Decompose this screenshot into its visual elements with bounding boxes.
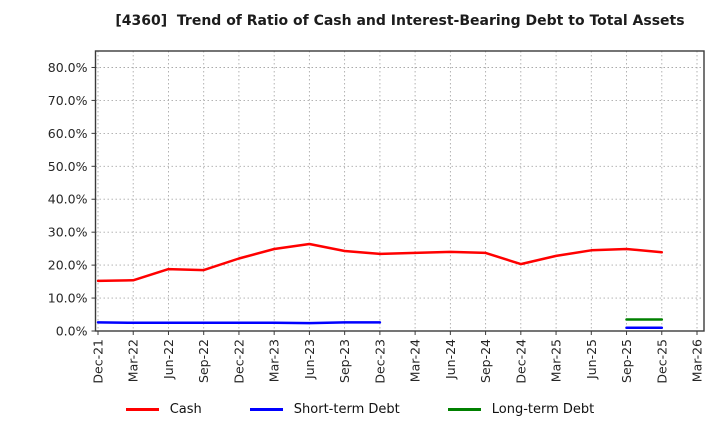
- x-tick-label: Dec-24: [513, 339, 528, 384]
- axis-ticks: [91, 66, 698, 335]
- x-tick-label: Mar-23: [267, 339, 282, 382]
- gridlines: [95, 51, 704, 331]
- series-line-cash: [96, 242, 664, 283]
- x-tick-label: Jun-24: [443, 339, 458, 380]
- x-tick-label: Jun-25: [584, 339, 599, 380]
- y-tick-label: 40.0%: [48, 192, 88, 207]
- y-tick-label: 60.0%: [48, 126, 88, 141]
- y-tick-label: 70.0%: [48, 93, 88, 108]
- legend-swatch-cash: [125, 408, 159, 411]
- x-tick-label: Sep-22: [196, 339, 211, 383]
- x-tick-label: Jun-23: [302, 339, 317, 380]
- x-tick-label: Mar-25: [549, 339, 564, 382]
- y-tick-label: 50.0%: [48, 159, 88, 174]
- series-line-short-term-debt: [96, 321, 664, 329]
- legend-item-short-term-debt: Short-term Debt: [249, 402, 400, 417]
- x-tick-label: Sep-25: [619, 339, 634, 383]
- x-tick-label: Dec-22: [231, 339, 246, 384]
- legend-label-short-term-debt: Short-term Debt: [293, 402, 400, 417]
- x-tick-label: Mar-26: [690, 339, 705, 382]
- legend-swatch-short-term-debt: [249, 408, 283, 411]
- legend-swatch-long-term-debt: [447, 408, 481, 411]
- x-tick-label: Sep-24: [478, 339, 493, 383]
- x-tick-label: Jun-22: [161, 339, 176, 380]
- y-tick-label: 80.0%: [48, 60, 88, 75]
- chart-title: [4360] Trend of Ratio of Cash and Intere…: [115, 13, 685, 29]
- y-tick-label: 20.0%: [48, 258, 88, 273]
- y-tick-label: 10.0%: [48, 291, 88, 306]
- y-tick-label: 30.0%: [48, 225, 88, 240]
- y-tick-label: 0.0%: [56, 324, 88, 339]
- x-tick-label: Sep-23: [337, 339, 352, 383]
- x-tick-label: Dec-23: [372, 339, 387, 384]
- legend-item-cash: Cash: [125, 402, 202, 417]
- x-tick-label: Dec-21: [91, 339, 106, 384]
- legend-label-cash: Cash: [169, 402, 202, 417]
- axis-tick-labels: 0.0% 10.0% 20.0% 30.0% 40.0% 50.0% 60.0% 70.0% 8…: [48, 60, 705, 384]
- plot-frame: [94, 50, 705, 332]
- x-tick-label: Dec-25: [654, 339, 669, 384]
- legend-label-long-term-debt: Long-term Debt: [491, 402, 595, 417]
- x-tick-label: Mar-24: [408, 339, 423, 382]
- chart-legend: Cash Short-term Debt Long-term Debt: [0, 402, 720, 417]
- legend-item-long-term-debt: Long-term Debt: [447, 402, 595, 417]
- x-tick-label: Mar-22: [126, 339, 141, 382]
